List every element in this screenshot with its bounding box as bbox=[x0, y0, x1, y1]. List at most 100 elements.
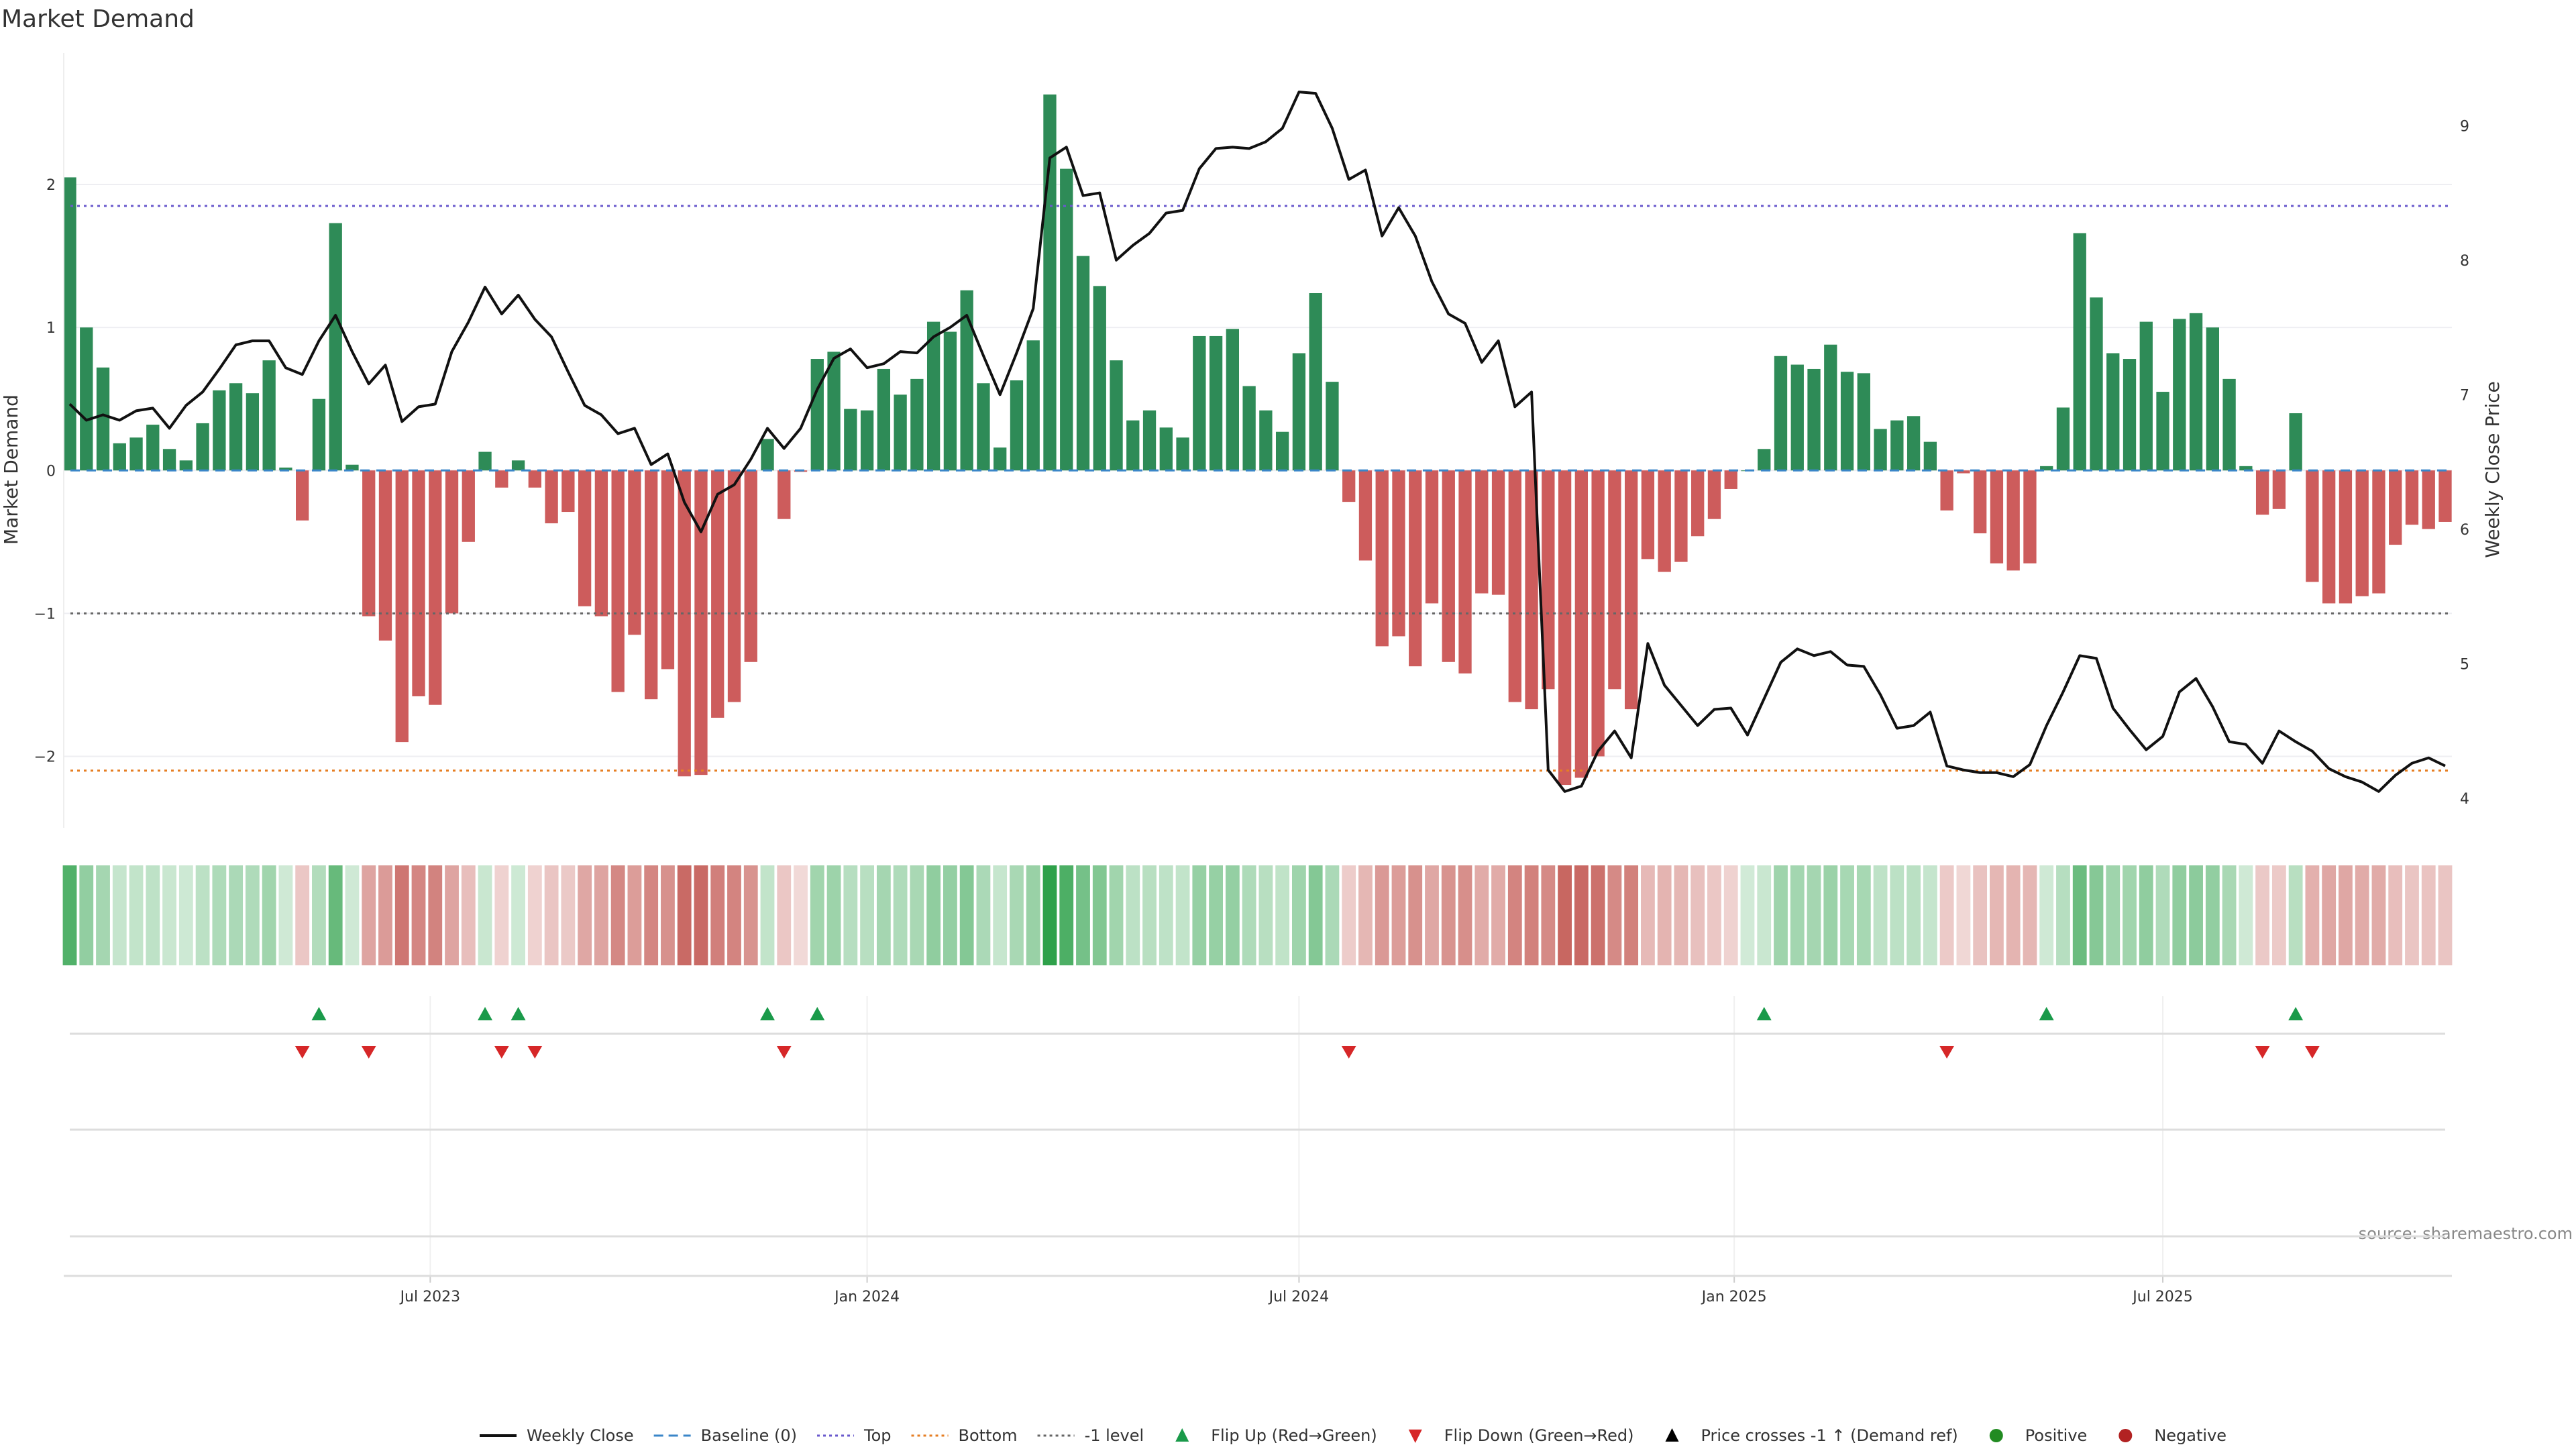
heatmap-cell bbox=[1042, 865, 1057, 965]
y2-tick-label: 6 bbox=[2460, 522, 2469, 539]
heatmap-cell bbox=[1325, 865, 1340, 965]
heatmap-cell bbox=[661, 865, 675, 965]
heatmap-cell bbox=[96, 865, 110, 965]
flip-markers-panel bbox=[70, 1007, 2445, 1238]
x-tick-label: Jul 2023 bbox=[399, 1289, 461, 1305]
heatmap-cell bbox=[527, 865, 542, 965]
x-tick-label: Jul 2024 bbox=[1268, 1289, 1330, 1305]
heatmap-cell bbox=[1840, 865, 1854, 965]
heatmap-cell bbox=[146, 865, 160, 965]
demand-bar bbox=[345, 464, 359, 471]
heatmap-cell bbox=[1507, 865, 1522, 965]
heatmap-cell bbox=[644, 865, 659, 965]
heatmap-cell bbox=[1474, 865, 1489, 965]
demand-bar bbox=[1126, 420, 1140, 471]
heatmap-cell bbox=[1790, 865, 1805, 965]
y2-axis-label: Weekly Close Price bbox=[2481, 381, 2504, 557]
heatmap-cell bbox=[843, 865, 858, 965]
demand-bar bbox=[2422, 470, 2435, 529]
demand-bar bbox=[1242, 386, 1256, 471]
legend-label: Bottom bbox=[959, 1426, 1018, 1445]
demand-bar bbox=[2023, 470, 2037, 564]
heatmap-cell bbox=[511, 865, 525, 965]
axes: −2 −1 0 1 2 4 5 6 7 8 9 Jul 2023 Jan 2024 Jul 2024 Jan… bbox=[34, 53, 2469, 1305]
demand-bar bbox=[362, 470, 376, 616]
demand-bar bbox=[1142, 410, 1157, 471]
demand-bar bbox=[329, 223, 342, 471]
heatmap-cell bbox=[2255, 865, 2270, 965]
demand-bar bbox=[1193, 335, 1206, 471]
heatmap-cell bbox=[1956, 865, 1971, 965]
demand-bar bbox=[1375, 470, 1389, 647]
heatmap-cell bbox=[959, 865, 974, 965]
heatmap-cell bbox=[195, 865, 210, 965]
heatmap-cell bbox=[1175, 865, 1190, 965]
y2-tick-label: 8 bbox=[2460, 253, 2469, 270]
legend-item-bottom: Bottom bbox=[911, 1426, 1018, 1445]
demand-bar bbox=[1026, 340, 1040, 471]
heatmap-cell bbox=[578, 865, 592, 965]
heatmap-cell bbox=[312, 865, 326, 965]
demand-bar bbox=[146, 425, 160, 471]
demand-bar bbox=[63, 177, 76, 471]
heatmap-cell bbox=[1923, 865, 1937, 965]
demand-bar bbox=[1425, 470, 1439, 604]
demand-bar bbox=[1292, 353, 1306, 471]
demand-bar bbox=[2106, 353, 2120, 471]
heatmap-cell bbox=[378, 865, 392, 965]
heatmap-cell bbox=[2371, 865, 2386, 965]
legend-label: Weekly Close bbox=[527, 1426, 634, 1445]
heatmap-cell bbox=[1458, 865, 1472, 965]
y2-tick-label: 4 bbox=[2460, 791, 2469, 808]
demand-bar bbox=[1558, 470, 1572, 786]
heatmap-cell bbox=[1607, 865, 1622, 965]
circle-icon bbox=[2118, 1429, 2133, 1442]
heatmap-cell bbox=[1807, 865, 1821, 965]
heatmap-cell bbox=[976, 865, 991, 965]
demand-bar bbox=[1491, 470, 1505, 595]
heatmap-cell bbox=[1159, 865, 1173, 965]
demand-bar bbox=[2289, 413, 2302, 471]
demand-bar bbox=[1674, 470, 1688, 562]
legend-label: Flip Down (Green→Red) bbox=[1444, 1426, 1634, 1445]
demand-bar bbox=[462, 470, 475, 542]
y-tick-label: −2 bbox=[34, 749, 56, 765]
demand-bar bbox=[711, 470, 724, 718]
demand-bar bbox=[429, 470, 442, 705]
legend-item-pos: Positive bbox=[1989, 1426, 2087, 1445]
demand-bar bbox=[594, 470, 608, 616]
demand-bar bbox=[1010, 380, 1024, 471]
heatmap-cell bbox=[1408, 865, 1423, 965]
heatmap-cell bbox=[1491, 865, 1505, 965]
heatmap-cell bbox=[1524, 865, 1539, 965]
demand-bar bbox=[1060, 168, 1073, 471]
heatmap-cell bbox=[860, 865, 874, 965]
heatmap-cell bbox=[1225, 865, 1240, 965]
legend-item-cross: Price crosses -1 ↑ (Demand ref) bbox=[1665, 1426, 1958, 1445]
demand-bar bbox=[2189, 313, 2203, 471]
demand-bar bbox=[1824, 344, 1837, 471]
heatmap-cell bbox=[229, 865, 244, 965]
heatmap-cell bbox=[1109, 865, 1124, 965]
demand-bar bbox=[1176, 437, 1189, 471]
x-tick-label: Jan 2025 bbox=[1701, 1289, 1767, 1305]
heatmap-cell bbox=[1026, 865, 1040, 965]
heatmap-cell bbox=[1873, 865, 1888, 965]
demand-bar bbox=[2222, 378, 2236, 471]
demand-bar bbox=[1591, 470, 1605, 757]
heatmap-cell bbox=[993, 865, 1008, 965]
demand-bar bbox=[1358, 470, 1373, 561]
heatmap-cell bbox=[428, 865, 443, 965]
heatmap-cell bbox=[1657, 865, 1672, 965]
demand-bar bbox=[994, 447, 1007, 471]
heatmap-cell bbox=[1076, 865, 1090, 965]
heatmap-cell bbox=[777, 865, 792, 965]
flip-down-marker bbox=[1341, 1046, 1356, 1059]
demand-bar bbox=[2322, 470, 2336, 604]
heatmap-cell bbox=[1342, 865, 1356, 965]
demand-bar bbox=[495, 470, 508, 488]
demand-bar bbox=[2372, 470, 2385, 594]
demand-bar bbox=[1957, 470, 1970, 474]
demand-bar bbox=[179, 460, 193, 471]
demand-bar bbox=[2123, 359, 2137, 471]
